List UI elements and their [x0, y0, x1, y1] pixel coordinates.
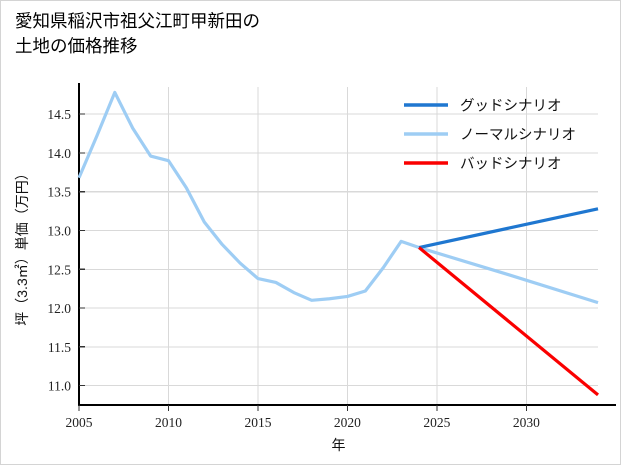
x-tick-label: 2020 [334, 415, 361, 430]
y-axis-title: 坪（3.3㎡）単価（万円） [14, 166, 30, 325]
legend-label-bad: バッドシナリオ [460, 157, 562, 173]
x-tick-labels-group: 2005 2010 2015 2020 2025 2030 [66, 415, 541, 430]
page-title: 愛知県稲沢市祖父江町甲新田の 土地の価格推移 [15, 11, 260, 56]
x-tick-label: 2010 [155, 415, 182, 430]
y-tick-label: 11.0 [48, 379, 71, 394]
data-series-group [77, 90, 600, 397]
y-tick-label: 13.0 [47, 224, 71, 239]
gridlines-group [78, 87, 598, 405]
x-axis-title: 年 [332, 437, 346, 453]
x-tick-label: 2015 [245, 415, 272, 430]
axis-titles-group: 年 坪（3.3㎡）単価（万円） [14, 166, 346, 453]
series-line-good [418, 207, 599, 250]
x-tick-label: 2030 [513, 415, 540, 430]
y-tick-label: 12.0 [47, 301, 71, 316]
axis-ticks-group [78, 113, 528, 411]
y-tick-labels-group: 11.0 11.5 12.0 12.5 13.0 13.5 14.0 14.5 [47, 107, 71, 394]
x-tick-label: 2025 [423, 415, 450, 430]
y-tick-label: 13.5 [47, 185, 71, 200]
y-tick-label: 12.5 [47, 262, 71, 277]
legend-label-good: グッドシナリオ [460, 98, 562, 115]
y-tick-label: 14.5 [47, 107, 71, 122]
x-tick-label: 2005 [66, 415, 93, 430]
y-tick-label: 14.0 [47, 146, 71, 161]
legend-label-normal: ノーマルシナリオ [460, 128, 576, 144]
series-line-normal [77, 90, 599, 305]
series-line-bad [418, 246, 600, 397]
y-tick-label: 11.5 [48, 340, 71, 355]
